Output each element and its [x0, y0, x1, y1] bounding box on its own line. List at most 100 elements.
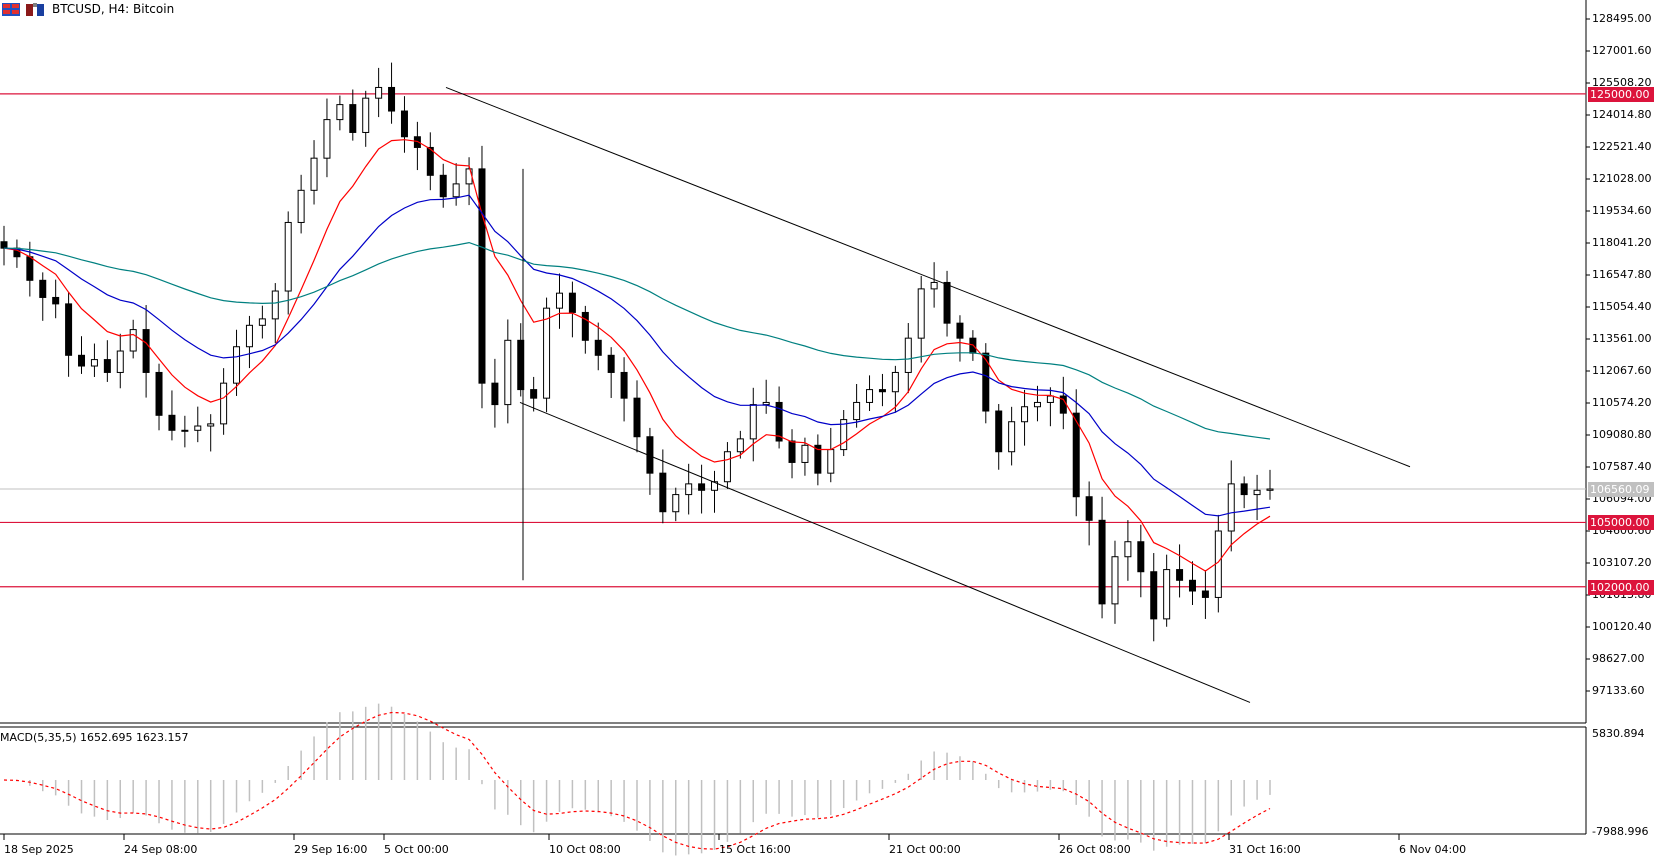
- bear-candle: [1072, 412, 1080, 498]
- time-label: 18 Sep 2025: [4, 843, 74, 856]
- price-label: 125508.20: [1592, 76, 1652, 89]
- bear-candle: [65, 303, 73, 356]
- bull-candle: [685, 483, 693, 496]
- price-label: 128495.00: [1592, 12, 1652, 25]
- bear-candle: [1150, 571, 1158, 620]
- macd-indicator-label: MACD(5,35,5) 1652.695 1623.157: [0, 731, 189, 744]
- level-price-tag: 125000.00: [1588, 86, 1654, 102]
- bear-candle: [530, 389, 538, 399]
- bull-candle: [1266, 488, 1274, 491]
- price-label: 115054.40: [1592, 300, 1652, 313]
- bull-candle: [917, 288, 925, 339]
- moving-average-line: [3, 241, 1271, 440]
- bear-candle: [413, 136, 421, 148]
- time-label: 15 Oct 16:00: [719, 843, 791, 856]
- bull-candle: [891, 371, 899, 393]
- bear-candle: [1188, 579, 1196, 592]
- bear-candle: [388, 86, 396, 112]
- bear-candle: [155, 371, 163, 416]
- time-label: 6 Nov 04:00: [1399, 843, 1467, 856]
- bull-candle: [749, 404, 757, 440]
- price-label: 110574.20: [1592, 396, 1652, 409]
- price-label: 100120.40: [1592, 620, 1652, 633]
- bear-candle: [633, 397, 641, 438]
- one-click-trading-icon[interactable]: [26, 2, 44, 16]
- bear-candle: [400, 110, 408, 138]
- bull-candle: [1033, 401, 1041, 408]
- bull-candle: [1046, 395, 1054, 403]
- bear-candle: [995, 410, 1003, 453]
- bull-candle: [827, 449, 835, 474]
- bull-candle: [194, 425, 202, 431]
- bear-candle: [1098, 519, 1106, 605]
- macd-signal-line: [3, 711, 1271, 850]
- bull-candle: [220, 382, 228, 425]
- bull-candle: [375, 86, 383, 99]
- bear-candle: [878, 389, 886, 393]
- bull-candle: [555, 292, 563, 309]
- price-label: 122521.40: [1592, 140, 1652, 153]
- bull-candle: [297, 189, 305, 223]
- bull-candle: [258, 318, 266, 326]
- bear-candle: [775, 401, 783, 442]
- bear-candle: [349, 104, 357, 133]
- bull-candle: [284, 221, 292, 292]
- bull-candle: [504, 339, 512, 406]
- bull-candle: [207, 423, 215, 427]
- bull-candle: [116, 350, 124, 373]
- bear-candle: [478, 168, 486, 384]
- bear-candle: [426, 146, 434, 176]
- time-label: 21 Oct 00:00: [889, 843, 961, 856]
- bull-candle: [1163, 569, 1171, 620]
- bull-candle: [736, 438, 744, 453]
- bull-candle: [233, 346, 241, 384]
- channel-upper-trendline: [445, 86, 1411, 468]
- price-label: 119534.60: [1592, 204, 1652, 217]
- time-label: 24 Sep 08:00: [124, 843, 198, 856]
- price-label: 98627.00: [1592, 652, 1645, 665]
- bear-candle: [142, 329, 150, 373]
- bid-price-tag: 106560.09: [1588, 482, 1654, 497]
- channel-lower-trendline: [519, 401, 1251, 703]
- price-label: 112067.60: [1592, 364, 1652, 377]
- bull-candle: [271, 290, 279, 320]
- bear-candle: [982, 352, 990, 412]
- bear-candle: [659, 472, 667, 513]
- price-label: 107587.40: [1592, 460, 1652, 473]
- macd-axis-min: -7988.996: [1592, 825, 1649, 838]
- bull-candle: [1008, 421, 1016, 453]
- bull-candle: [452, 183, 460, 198]
- bear-candle: [168, 414, 176, 431]
- bear-candle: [1137, 541, 1145, 573]
- bear-candle: [26, 256, 34, 281]
- price-label: 103107.20: [1592, 556, 1652, 569]
- bull-candle: [336, 104, 344, 121]
- bear-candle: [1201, 590, 1209, 598]
- bull-candle: [310, 157, 318, 191]
- bull-candle: [904, 337, 912, 373]
- bull-candle: [672, 494, 680, 513]
- price-label: 97133.60: [1592, 684, 1645, 697]
- bull-candle: [323, 119, 331, 159]
- bear-candle: [943, 281, 951, 324]
- price-label: 109080.80: [1592, 428, 1652, 441]
- time-label: 31 Oct 16:00: [1229, 843, 1301, 856]
- time-label: 26 Oct 08:00: [1059, 843, 1131, 856]
- moving-average-line: [3, 139, 1271, 572]
- bull-candle: [129, 329, 137, 352]
- bear-candle: [620, 371, 628, 399]
- time-label: 10 Oct 08:00: [549, 843, 621, 856]
- bear-candle: [517, 339, 525, 391]
- bear-candle: [439, 174, 447, 198]
- bear-candle: [0, 241, 8, 249]
- bull-candle: [245, 324, 253, 348]
- bull-candle: [930, 281, 938, 290]
- bull-candle: [711, 481, 719, 491]
- bear-candle: [1176, 569, 1184, 581]
- level-price-tag: 105000.00: [1588, 515, 1654, 531]
- chart-menu-icon[interactable]: [2, 2, 20, 16]
- bull-candle: [1227, 483, 1235, 532]
- bear-candle: [594, 339, 602, 356]
- chart-title: BTCUSD, H4: Bitcoin: [52, 2, 175, 16]
